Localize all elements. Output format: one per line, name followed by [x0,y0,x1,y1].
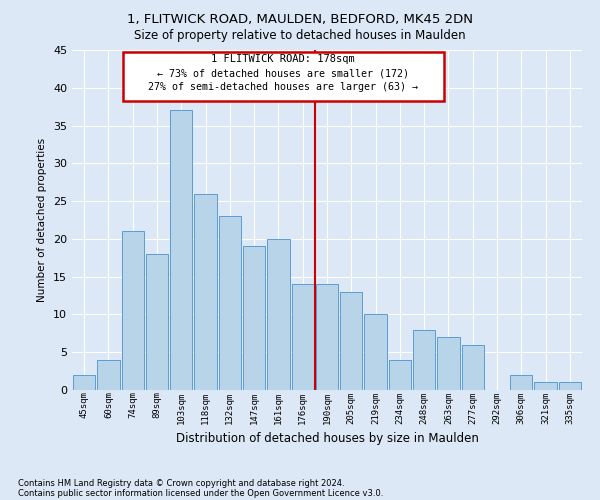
Text: Size of property relative to detached houses in Maulden: Size of property relative to detached ho… [134,29,466,42]
Text: 1 FLITWICK ROAD: 178sqm: 1 FLITWICK ROAD: 178sqm [211,54,355,64]
Bar [170,110,193,390]
Bar [535,382,557,390]
Bar [243,246,265,390]
Text: 27% of semi-detached houses are larger (63) →: 27% of semi-detached houses are larger (… [148,82,418,92]
Bar [389,360,411,390]
Bar [194,194,217,390]
Bar [73,375,95,390]
Bar [146,254,168,390]
Bar [292,284,314,390]
Bar [218,216,241,390]
Bar [267,239,290,390]
Text: Contains HM Land Registry data © Crown copyright and database right 2024.: Contains HM Land Registry data © Crown c… [18,478,344,488]
Bar [316,284,338,390]
Bar [461,344,484,390]
Bar [413,330,436,390]
Text: Contains public sector information licensed under the Open Government Licence v3: Contains public sector information licen… [18,488,383,498]
Bar [122,232,144,390]
Y-axis label: Number of detached properties: Number of detached properties [37,138,47,302]
Text: ← 73% of detached houses are smaller (172): ← 73% of detached houses are smaller (17… [157,68,409,78]
Bar [510,375,532,390]
Bar [364,314,387,390]
Bar [340,292,362,390]
Bar [437,337,460,390]
Bar [97,360,119,390]
FancyBboxPatch shape [123,52,443,102]
X-axis label: Distribution of detached houses by size in Maulden: Distribution of detached houses by size … [176,432,478,445]
Text: 1, FLITWICK ROAD, MAULDEN, BEDFORD, MK45 2DN: 1, FLITWICK ROAD, MAULDEN, BEDFORD, MK45… [127,12,473,26]
Bar [559,382,581,390]
